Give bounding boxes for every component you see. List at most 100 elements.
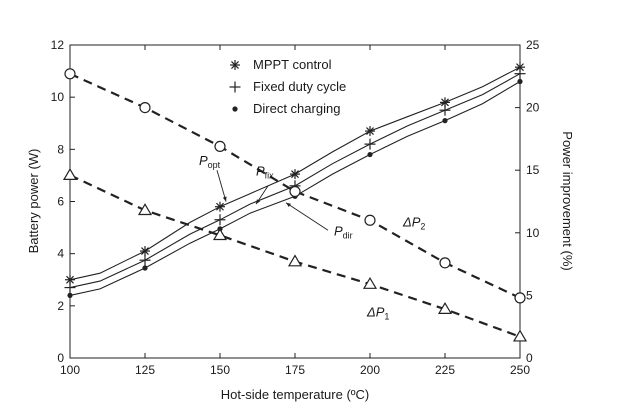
legend-marker-direct (232, 106, 238, 112)
asterisk-stroke (441, 98, 449, 107)
triangle-shape (212, 228, 228, 241)
x-tick-label: 225 (435, 363, 455, 377)
y-right-tick-label: 20 (526, 101, 540, 115)
series-1-point (64, 282, 76, 294)
annotation-main: P (334, 223, 343, 238)
legend-label-fixed: Fixed duty cycle (253, 79, 346, 94)
series-3-point (439, 257, 451, 269)
series-3-point (514, 292, 526, 304)
series-3-point (139, 101, 151, 114)
y-left-tick-label: 12 (51, 38, 65, 52)
series-4-point (137, 203, 153, 216)
leader-arrowhead-0 (222, 196, 227, 202)
y-left-tick-label: 8 (57, 142, 64, 156)
x-axis-title: Hot-side temperature (ºC) (221, 387, 370, 402)
triangle-shape (437, 301, 453, 314)
annotation-label-3: ΔP2 (402, 215, 425, 232)
dot-shape (67, 292, 73, 298)
series-1-point (514, 68, 526, 80)
annotation-label-0: Popt (199, 153, 221, 170)
series-4-point (437, 301, 453, 314)
y-left-tick-label: 2 (57, 299, 64, 313)
series-3-point (64, 68, 76, 80)
x-tick-label: 200 (360, 363, 380, 377)
circle-shape (364, 214, 376, 226)
leader-line-2 (285, 202, 329, 231)
circle-shape (289, 185, 301, 198)
legend-dot-icon (232, 106, 238, 112)
leader-arrowhead-2 (286, 202, 291, 207)
annotation-label-2: Pdir (334, 223, 353, 240)
series-1-point (364, 138, 376, 150)
x-tick-label: 250 (510, 363, 530, 377)
annotation-label-4: ΔP1 (366, 305, 389, 322)
x-tick-label: 175 (285, 363, 305, 377)
series-3-point (214, 140, 226, 153)
x-tick-label: 100 (60, 363, 80, 377)
series-0-point (290, 169, 300, 180)
series-3-point (364, 214, 376, 226)
dot-shape (232, 106, 238, 112)
legend-label-direct: Direct charging (253, 101, 340, 116)
asterisk-stroke (66, 275, 74, 284)
series-4-point (212, 228, 228, 241)
legend-marker-fixed (229, 81, 241, 93)
series-1-point (439, 104, 451, 116)
x-tick-label: 150 (210, 363, 230, 377)
asterisk-stroke (141, 247, 149, 256)
asterisk-stroke (231, 61, 239, 69)
series-1-point (214, 214, 226, 226)
annotation-sub: 2 (420, 222, 425, 232)
circle-shape (139, 101, 151, 114)
series-4-point (287, 254, 303, 267)
annotation-sub: fix (265, 170, 275, 180)
triangle-shape (62, 168, 78, 181)
markers-layer (62, 62, 528, 342)
asterisk-stroke (216, 202, 224, 211)
legend-marker-mppt (230, 60, 240, 70)
x-tick-label: 125 (135, 363, 155, 377)
asterisk-stroke (366, 127, 374, 136)
annotation-main: ΔP (366, 305, 385, 320)
annotation-sub: 1 (384, 312, 389, 322)
series-4-point (362, 276, 378, 289)
y-left-tick-label: 10 (51, 90, 65, 104)
dot-shape (517, 78, 523, 85)
series-2-point (142, 265, 148, 271)
y-axis-right-title: Power improvement (%) (560, 131, 575, 270)
asterisk-stroke (516, 63, 524, 72)
circle-shape (214, 140, 226, 153)
leader-line-0 (216, 170, 227, 202)
annotation-main: P (199, 153, 208, 168)
triangle-shape (137, 203, 153, 216)
y-right-tick-label: 10 (526, 226, 540, 240)
triangle-shape (362, 276, 378, 289)
annotation-main: P (256, 163, 265, 178)
series-0-point (215, 201, 225, 212)
circle-shape (514, 292, 526, 304)
circle-shape (64, 68, 76, 80)
series-1-point (139, 254, 151, 266)
series-4-point (62, 168, 78, 181)
legend-asterisk-icon (230, 60, 240, 70)
y-right-tick-label: 25 (526, 38, 540, 52)
y-axis-left-title: Battery power (W) (26, 149, 41, 254)
dot-shape (367, 151, 373, 158)
annotation-label-1: Pfix (256, 163, 274, 180)
series-2-point (67, 292, 73, 298)
leader-arrowhead-1 (256, 199, 261, 205)
triangle-shape (512, 329, 528, 342)
y-right-tick-label: 15 (526, 163, 540, 177)
series-0-point (140, 246, 150, 257)
asterisk-stroke (291, 170, 299, 179)
series-2-point (367, 151, 373, 158)
series-0-point (365, 126, 375, 137)
dot-shape (142, 265, 148, 271)
triangle-shape (287, 254, 303, 267)
y-right-tick-label: 5 (526, 288, 533, 302)
y-left-tick-label: 0 (57, 351, 64, 365)
circle-shape (439, 257, 451, 269)
